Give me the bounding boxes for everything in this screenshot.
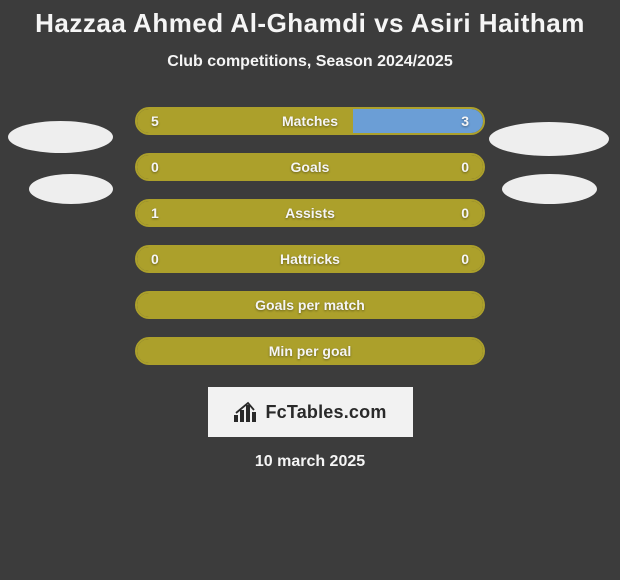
stat-row: 10Assists (135, 199, 485, 227)
stat-label: Min per goal (137, 339, 483, 363)
stat-row: 53Matches (135, 107, 485, 135)
stat-label: Matches (137, 109, 483, 133)
stat-row: Goals per match (135, 291, 485, 319)
decor-ellipse (489, 122, 609, 156)
footer-logo-text: FcTables.com (265, 402, 386, 423)
subtitle: Club competitions, Season 2024/2025 (0, 53, 620, 71)
comparison-card: Hazzaa Ahmed Al-Ghamdi vs Asiri Haitham … (0, 0, 620, 580)
page-title: Hazzaa Ahmed Al-Ghamdi vs Asiri Haitham (0, 0, 620, 39)
stat-row: 00Hattricks (135, 245, 485, 273)
stat-label: Assists (137, 201, 483, 225)
footer-date: 10 march 2025 (0, 453, 620, 471)
stat-row: 00Goals (135, 153, 485, 181)
decor-ellipse (8, 121, 113, 153)
footer-logo: FcTables.com (208, 387, 413, 437)
decor-ellipse (29, 174, 113, 204)
stat-label: Goals (137, 155, 483, 179)
decor-ellipse (502, 174, 597, 204)
stat-label: Hattricks (137, 247, 483, 271)
stat-label: Goals per match (137, 293, 483, 317)
stat-row: Min per goal (135, 337, 485, 365)
bars-icon (233, 401, 259, 423)
